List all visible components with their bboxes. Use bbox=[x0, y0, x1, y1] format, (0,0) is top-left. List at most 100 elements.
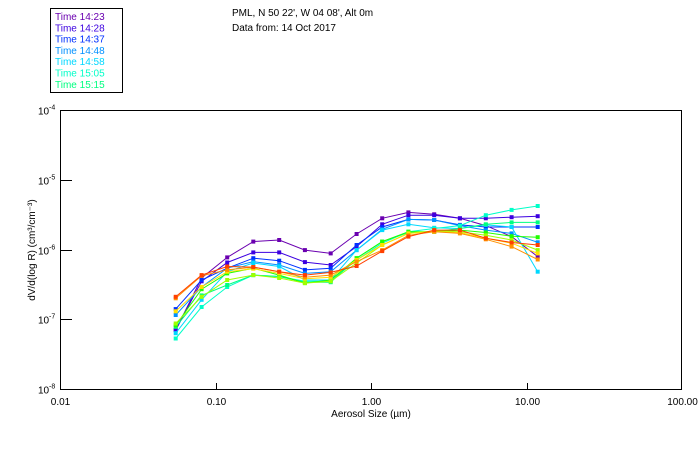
x-axis-label: Aerosol Size (µm) bbox=[331, 409, 411, 420]
data-point bbox=[406, 210, 411, 215]
data-point bbox=[251, 273, 256, 278]
data-point bbox=[225, 278, 230, 282]
legend-box bbox=[50, 8, 123, 93]
data-point bbox=[354, 259, 359, 264]
data-point bbox=[173, 331, 178, 336]
legend-entry: Time 14:58 bbox=[55, 57, 105, 68]
data-point bbox=[277, 250, 282, 255]
legend-entry: Time 14:37 bbox=[55, 35, 105, 46]
data-point bbox=[380, 249, 385, 254]
data-point bbox=[328, 270, 333, 275]
data-point bbox=[483, 225, 488, 229]
data-point bbox=[380, 216, 385, 221]
y-axis-label: dV/d(log R) (cm³/cm⁻³) bbox=[27, 199, 38, 300]
data-point bbox=[225, 260, 230, 265]
data-point bbox=[173, 309, 178, 314]
data-point bbox=[483, 228, 488, 233]
data-point bbox=[380, 225, 385, 229]
y-tick-exponent: -6 bbox=[49, 245, 55, 252]
y-tick-base: 10 bbox=[38, 386, 50, 397]
data-point bbox=[225, 267, 230, 272]
data-point bbox=[354, 264, 359, 268]
y-tick-base: 10 bbox=[38, 247, 50, 258]
data-point bbox=[509, 207, 514, 212]
data-point bbox=[457, 216, 462, 221]
data-point bbox=[173, 321, 178, 326]
data-point bbox=[328, 263, 333, 267]
y-tick-label: 10 -8 bbox=[38, 384, 55, 397]
data-point bbox=[380, 222, 385, 227]
x-tick-label: 10.00 bbox=[515, 397, 540, 408]
data-point bbox=[277, 238, 282, 242]
series-unlabeled-11 bbox=[173, 228, 540, 299]
data-point bbox=[173, 313, 178, 317]
data-point bbox=[251, 261, 256, 265]
legend-entry: Time 15:15 bbox=[55, 80, 105, 91]
data-point bbox=[432, 218, 437, 222]
data-point bbox=[173, 294, 178, 299]
data-point bbox=[328, 251, 333, 256]
data-point bbox=[535, 269, 540, 274]
data-point bbox=[380, 239, 385, 244]
data-point bbox=[535, 248, 540, 253]
y-tick-exponent: -5 bbox=[49, 175, 55, 182]
data-point bbox=[432, 213, 437, 218]
data-point bbox=[199, 287, 204, 292]
data-point bbox=[328, 273, 333, 278]
data-point bbox=[406, 222, 411, 227]
data-point bbox=[535, 225, 540, 229]
data-point bbox=[432, 228, 437, 233]
data-point bbox=[173, 336, 178, 341]
data-point bbox=[225, 283, 230, 287]
legend-entry: Time 15:05 bbox=[55, 69, 105, 80]
data-point bbox=[535, 235, 540, 240]
y-tick-label: 10 -5 bbox=[38, 175, 55, 188]
data-point bbox=[173, 307, 178, 312]
data-point bbox=[302, 267, 307, 272]
data-point bbox=[199, 297, 204, 302]
chart-title-line2: Data from: 14 Oct 2017 bbox=[232, 23, 336, 34]
data-point bbox=[199, 285, 204, 289]
data-point bbox=[302, 273, 307, 278]
y-tick-base: 10 bbox=[38, 177, 50, 188]
y-tick-label: 10 -6 bbox=[38, 245, 55, 258]
data-point bbox=[483, 233, 488, 238]
data-point bbox=[199, 278, 204, 282]
data-point bbox=[328, 266, 333, 271]
data-point bbox=[483, 213, 488, 218]
data-point bbox=[328, 275, 333, 280]
data-point bbox=[277, 269, 282, 274]
data-point bbox=[535, 220, 540, 225]
data-point bbox=[509, 240, 514, 245]
data-point bbox=[509, 238, 514, 242]
data-point bbox=[535, 214, 540, 219]
data-point bbox=[199, 273, 204, 278]
y-tick-base: 10 bbox=[38, 316, 50, 327]
y-tick-label: 10 -7 bbox=[38, 314, 55, 327]
data-point bbox=[251, 265, 256, 270]
chart-title-line1: PML, N 50 22', W 04 08', Alt 0m bbox=[232, 8, 373, 19]
y-tick-exponent: -7 bbox=[49, 314, 55, 321]
legend-entry: Time 14:28 bbox=[55, 23, 105, 34]
data-point bbox=[483, 216, 488, 221]
data-point bbox=[509, 225, 514, 229]
data-point bbox=[354, 232, 359, 236]
x-tick-label: 0.01 bbox=[51, 397, 71, 408]
data-point bbox=[277, 258, 282, 263]
legend-entry: Time 14:23 bbox=[55, 12, 105, 23]
data-point bbox=[251, 250, 256, 255]
series-unlabeled-7 bbox=[173, 228, 540, 328]
data-point bbox=[251, 239, 256, 244]
data-point bbox=[406, 213, 411, 218]
data-point bbox=[380, 228, 385, 233]
data-point bbox=[535, 254, 540, 259]
x-tick-label: 0.10 bbox=[207, 397, 227, 408]
data-point bbox=[535, 257, 540, 262]
data-point bbox=[509, 215, 514, 220]
y-tick-label: 10 -4 bbox=[38, 105, 55, 118]
data-point bbox=[173, 328, 178, 333]
legend-entry: Time 14:48 bbox=[55, 46, 105, 57]
data-point bbox=[457, 223, 462, 228]
data-point bbox=[199, 305, 204, 309]
